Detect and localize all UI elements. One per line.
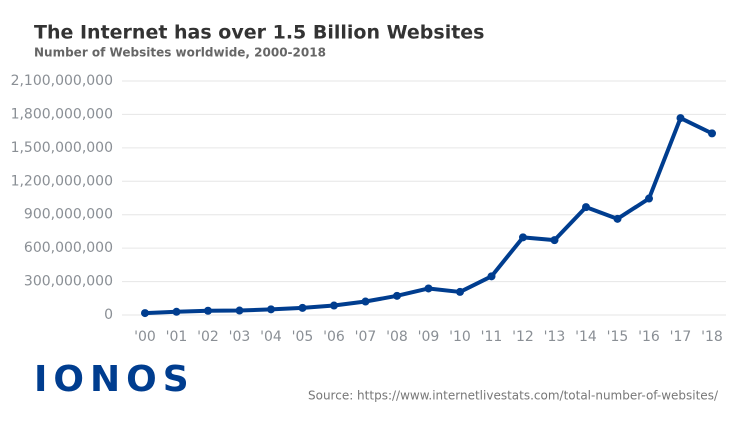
data-point bbox=[424, 284, 433, 293]
x-tick-label: '09 bbox=[418, 329, 440, 345]
data-point bbox=[141, 309, 149, 318]
x-tick-label: '11 bbox=[481, 329, 503, 345]
data-point bbox=[330, 301, 338, 310]
x-tick-label: '05 bbox=[292, 329, 314, 345]
x-tick-label: '02 bbox=[197, 329, 219, 345]
x-tick-label: '15 bbox=[607, 329, 629, 345]
data-point bbox=[613, 214, 622, 223]
x-tick-label: '13 bbox=[544, 329, 566, 345]
data-point bbox=[298, 303, 307, 312]
source: Source: https://www.internetlivestats.co… bbox=[308, 389, 719, 403]
data-point bbox=[645, 194, 653, 203]
x-tick-label: '12 bbox=[512, 329, 534, 345]
x-tick-label: '18 bbox=[701, 329, 723, 345]
data-point bbox=[519, 233, 527, 242]
series-line bbox=[144, 116, 713, 316]
x-tick-label: '03 bbox=[229, 329, 251, 345]
data-point bbox=[393, 291, 401, 300]
x-tick-label: '07 bbox=[355, 329, 377, 345]
y-tick-label: 900,000,000 bbox=[24, 207, 113, 223]
data-point bbox=[235, 306, 244, 315]
y-tick-label: 600,000,000 bbox=[24, 240, 113, 256]
data-point bbox=[204, 306, 212, 315]
y-tick-label: 300,000,000 bbox=[24, 274, 113, 290]
x-tick-label: '10 bbox=[449, 329, 471, 345]
data-point bbox=[582, 203, 590, 212]
data-point bbox=[456, 287, 464, 296]
data-point bbox=[708, 129, 716, 138]
x-tick-label: '14 bbox=[575, 329, 597, 345]
y-tick-label: 0 bbox=[104, 307, 113, 323]
y-tick-label: 2,100,000,000 bbox=[11, 73, 113, 89]
x-tick-label: '04 bbox=[260, 329, 282, 345]
x-tick-label: '08 bbox=[386, 329, 408, 345]
x-tick-label: '06 bbox=[323, 329, 345, 345]
x-tick-label: '00 bbox=[134, 329, 156, 345]
data-point bbox=[550, 236, 559, 245]
x-tick-label: '17 bbox=[670, 329, 692, 345]
y-tick-label: 1,200,000,000 bbox=[11, 173, 113, 189]
chart-subtitle: Number of Websites worldwide, 2000-2018 bbox=[34, 46, 326, 60]
x-tick-label: '01 bbox=[166, 329, 188, 345]
data-point bbox=[676, 114, 685, 123]
y-tick-label: 1,800,000,000 bbox=[11, 106, 113, 122]
x-tick-label: '16 bbox=[638, 329, 660, 345]
brand-logo: IONOS bbox=[34, 359, 195, 400]
data-point bbox=[172, 307, 181, 316]
data-point bbox=[361, 297, 370, 306]
chart-title: The Internet has over 1.5 Billion Websit… bbox=[34, 22, 484, 44]
data-point bbox=[267, 305, 275, 314]
data-point bbox=[487, 272, 496, 281]
y-tick-label: 1,500,000,000 bbox=[11, 140, 113, 156]
